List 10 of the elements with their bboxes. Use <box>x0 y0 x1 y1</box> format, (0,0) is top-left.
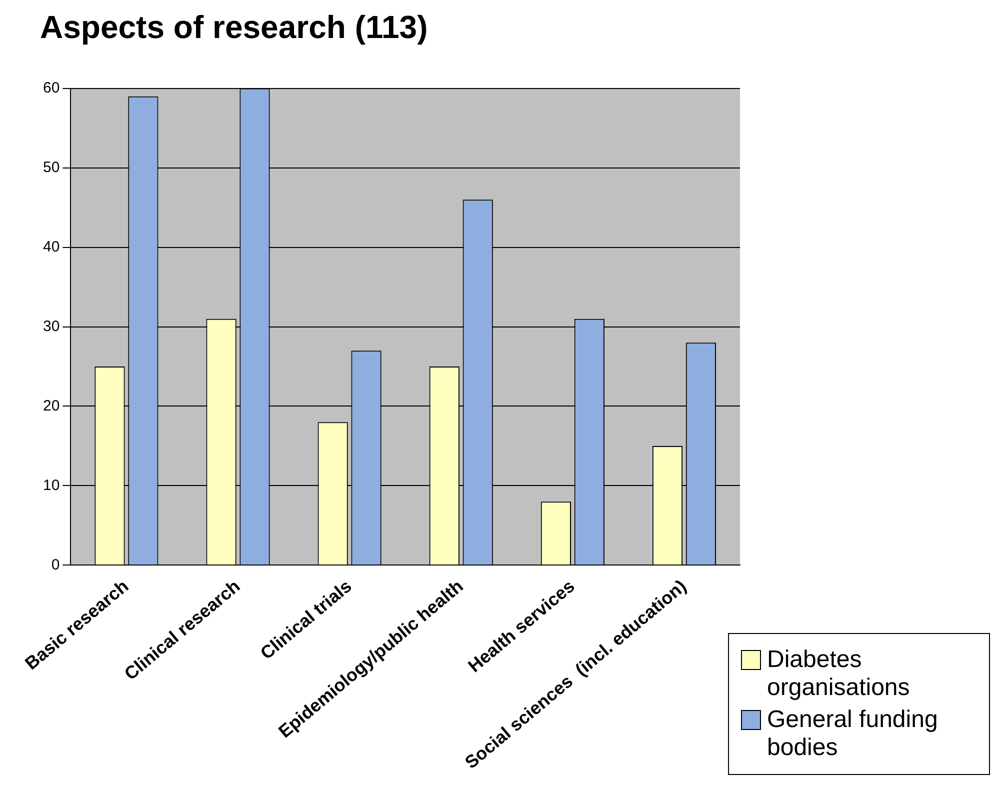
y-tick-label: 50 <box>42 158 60 176</box>
y-tick-label: 30 <box>42 318 60 335</box>
y-tick-label: 20 <box>42 397 60 414</box>
legend-label: Diabetes organisations <box>767 646 911 702</box>
y-tick-label: 60 <box>42 80 60 97</box>
legend-label: General funding bodies <box>767 706 939 762</box>
chart-title: Aspects of research (113) <box>40 9 428 46</box>
y-tick-label: 40 <box>42 238 60 256</box>
y-tick-label: 0 <box>51 556 60 574</box>
y-tick-label: 10 <box>42 476 60 494</box>
